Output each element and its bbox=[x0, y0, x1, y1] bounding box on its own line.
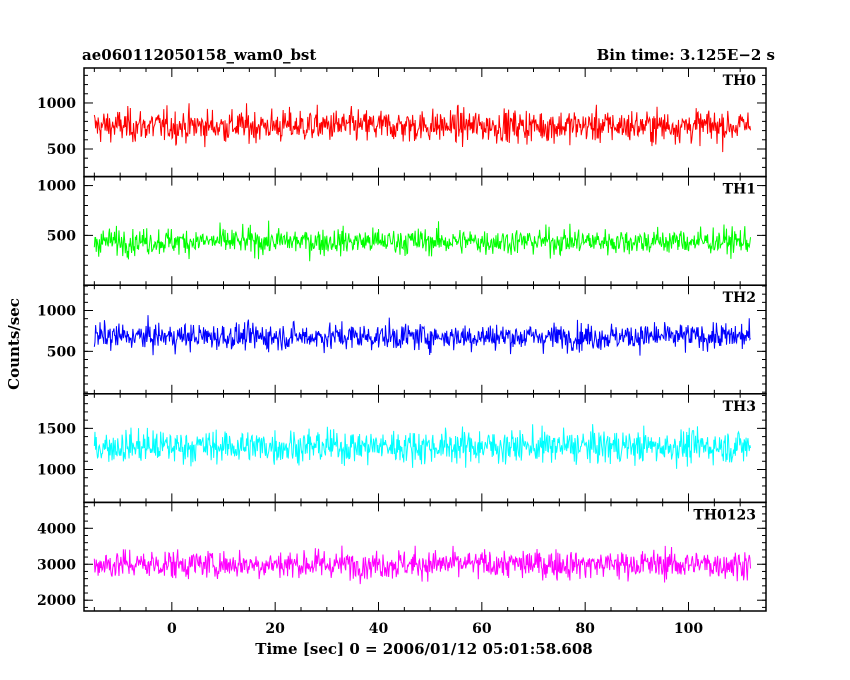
y-tick-label: 500 bbox=[47, 344, 76, 360]
series-line-th0 bbox=[93, 103, 751, 153]
panel-th3: 1000 1500 TH3 bbox=[37, 393, 767, 504]
series-label-th0123: TH0123 bbox=[693, 507, 756, 523]
y-tick-label: 1000 bbox=[37, 96, 76, 112]
x-tick-label: 0 bbox=[167, 621, 177, 637]
series-label-th3: TH3 bbox=[723, 399, 756, 415]
x-tick-label: 40 bbox=[369, 621, 389, 637]
panel-th0123: 2000 3000 4000 TH0123 0 20 40 60 80 100 bbox=[37, 501, 767, 637]
y-tick-label: 4000 bbox=[37, 521, 76, 537]
y-tick-label: 2000 bbox=[37, 593, 76, 609]
y-tick-label: 1000 bbox=[37, 179, 76, 195]
figure-title: ae060112050158_wam0_bst bbox=[82, 46, 316, 64]
y-tick-label: 1500 bbox=[37, 421, 76, 437]
y-tick-label: 1000 bbox=[37, 462, 76, 478]
bin-time-label: Bin time: 3.125E−2 s bbox=[597, 46, 775, 64]
y-axis-label: Counts/sec bbox=[5, 298, 23, 390]
panel-th2: 500 1000 TH2 bbox=[37, 284, 767, 395]
series-label-th0: TH0 bbox=[723, 73, 757, 89]
x-axis-label: Time [sec] 0 = 2006/01/12 05:01:58.608 bbox=[255, 640, 592, 658]
y-tick-label: 500 bbox=[47, 142, 76, 158]
y-tick-label: 3000 bbox=[37, 557, 76, 573]
y-tick-label: 500 bbox=[47, 228, 76, 244]
x-tick-label: 60 bbox=[472, 621, 492, 637]
x-tick-label: 100 bbox=[674, 621, 703, 637]
y-tick-label: 1000 bbox=[37, 304, 76, 320]
series-line-th1 bbox=[93, 220, 751, 262]
x-tick-label: 20 bbox=[265, 621, 285, 637]
series-label-th2: TH2 bbox=[723, 290, 756, 306]
series-line-th2 bbox=[93, 315, 751, 356]
x-tick-label: 80 bbox=[575, 621, 595, 637]
series-label-th1: TH1 bbox=[723, 182, 756, 198]
panel-th1: 500 1000 TH1 bbox=[37, 175, 767, 286]
panel-th0: 500 1000 TH0 bbox=[37, 67, 767, 178]
series-line-th3 bbox=[93, 424, 751, 469]
panel-frame bbox=[83, 501, 767, 612]
series-line-th0123 bbox=[93, 545, 751, 585]
